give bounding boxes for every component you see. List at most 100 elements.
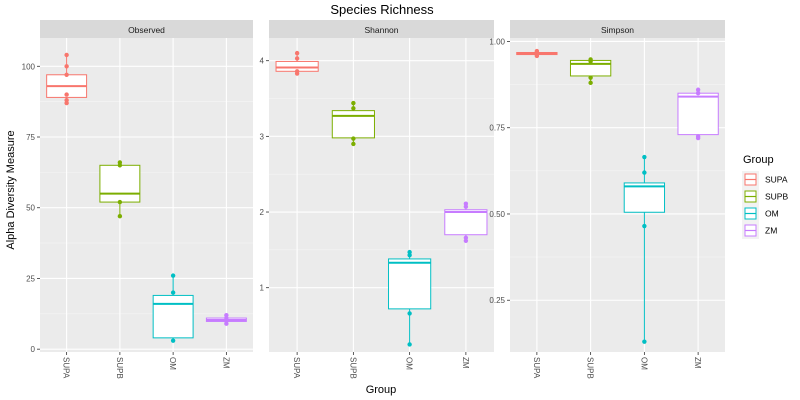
- tick-label-x: SUPA: [62, 357, 71, 379]
- tick-label-x: SUPB: [348, 357, 357, 379]
- tick-label-x: SUPB: [586, 357, 595, 379]
- data-point: [534, 48, 540, 54]
- tick-label-x: SUPA: [532, 357, 541, 379]
- box-iqr: [388, 258, 432, 310]
- data-point: [588, 75, 593, 80]
- tick-label-x: SUPA: [292, 357, 301, 379]
- data-point: [117, 199, 123, 205]
- tick-label-x: ZM: [461, 357, 470, 369]
- legend-label: OM: [765, 209, 779, 219]
- tick-label-y: 1: [260, 284, 265, 293]
- tick-label-x: OM: [168, 357, 177, 370]
- legend-label: ZM: [765, 226, 777, 236]
- data-point: [351, 100, 356, 106]
- box-iqr: [331, 110, 375, 139]
- tick-label-y: 0.25: [489, 296, 505, 305]
- data-point: [170, 273, 176, 278]
- data-point: [588, 57, 593, 62]
- box-iqr: [677, 92, 719, 136]
- data-point: [407, 311, 412, 316]
- data-point: [642, 154, 647, 160]
- data-point: [463, 238, 469, 243]
- box-supb: [569, 57, 612, 86]
- data-point: [642, 223, 647, 229]
- facet-strip: [40, 20, 253, 38]
- panel-background: [269, 38, 494, 352]
- tick-label-y: 50: [26, 204, 35, 213]
- data-point: [588, 80, 593, 86]
- data-point: [351, 106, 356, 111]
- facet-panels: Observed 0 25 50 75 100 SUPA SUPB OM ZM Shannon 1 2 3…: [22, 20, 725, 379]
- panel-shannon: Shannon 1 2 3 4 SUPA SUPB OM ZM: [260, 20, 494, 379]
- data-point: [351, 136, 356, 141]
- tick-label-y: 0.50: [489, 210, 505, 219]
- data-point: [294, 56, 300, 61]
- tick-label-y: 3: [260, 132, 265, 141]
- data-point: [463, 204, 469, 209]
- data-point: [407, 342, 412, 347]
- tick-label-x: OM: [405, 357, 414, 370]
- data-point: [64, 92, 69, 97]
- legend-label: SUPB: [765, 192, 788, 202]
- data-point: [642, 339, 647, 344]
- data-point: [294, 50, 300, 56]
- tick-label-y: 4: [260, 57, 265, 66]
- box-supb: [331, 100, 375, 147]
- box-iqr: [444, 209, 488, 236]
- chart-title: Species Richness: [330, 2, 434, 17]
- box-zm: [677, 87, 719, 141]
- tick-label-y: 25: [26, 274, 35, 283]
- legend-title: Group: [743, 154, 774, 166]
- facet-strip-label: Shannon: [364, 25, 398, 35]
- box-om: [388, 249, 432, 347]
- data-point: [64, 98, 69, 103]
- box-supa: [46, 52, 88, 106]
- box-iqr: [99, 164, 141, 203]
- data-point: [224, 313, 229, 318]
- tick-label-y: 1.00: [489, 37, 505, 46]
- x-axis-title: Group: [366, 384, 397, 396]
- facet-strip: [510, 20, 725, 38]
- data-point: [294, 69, 300, 74]
- data-point: [407, 252, 412, 258]
- data-point: [695, 134, 701, 139]
- data-point: [407, 249, 412, 255]
- legend: Group SUPA SUPB OM ZM: [742, 154, 788, 239]
- tick-label-x: SUPB: [115, 357, 124, 379]
- box-supa: [516, 48, 558, 59]
- y-axis-title: Alpha Diversity Measure: [5, 130, 17, 249]
- box-zm: [444, 201, 488, 243]
- tick-label-x: OM: [639, 357, 648, 370]
- legend-label: SUPA: [765, 175, 788, 185]
- legend-items: SUPA SUPB OM ZM: [742, 171, 788, 239]
- box-iqr: [152, 294, 194, 339]
- data-point: [170, 290, 176, 295]
- facet-strip-label: Simpson: [601, 25, 634, 35]
- data-point: [117, 160, 123, 165]
- data-point: [117, 214, 123, 219]
- box-supa: [275, 50, 319, 76]
- box-om: [623, 154, 666, 344]
- data-point: [351, 141, 356, 147]
- data-point: [695, 91, 701, 96]
- panel-background: [510, 38, 725, 352]
- data-point: [463, 201, 469, 206]
- data-point: [64, 72, 69, 77]
- tick-label-y: 0: [31, 345, 36, 354]
- facet-strip-label: Observed: [128, 25, 165, 35]
- legend-item-supa: SUPA: [742, 171, 788, 188]
- box-iqr: [623, 182, 666, 213]
- box-om: [152, 273, 194, 343]
- tick-label-x: ZM: [221, 357, 230, 369]
- data-point: [463, 235, 469, 240]
- tick-label-x: ZM: [693, 357, 702, 369]
- data-point: [64, 52, 69, 58]
- facet-strip: [269, 20, 494, 38]
- legend-item-supb: SUPB: [742, 188, 788, 205]
- panel-simpson: Simpson 0.25 0.50 0.75 1.00 SUPA SUPB OM ZM: [489, 20, 725, 379]
- tick-label-y: 0.75: [489, 124, 505, 133]
- data-point: [170, 338, 176, 343]
- legend-item-om: OM: [742, 205, 779, 222]
- data-point: [642, 170, 647, 175]
- box-zm: [205, 313, 247, 326]
